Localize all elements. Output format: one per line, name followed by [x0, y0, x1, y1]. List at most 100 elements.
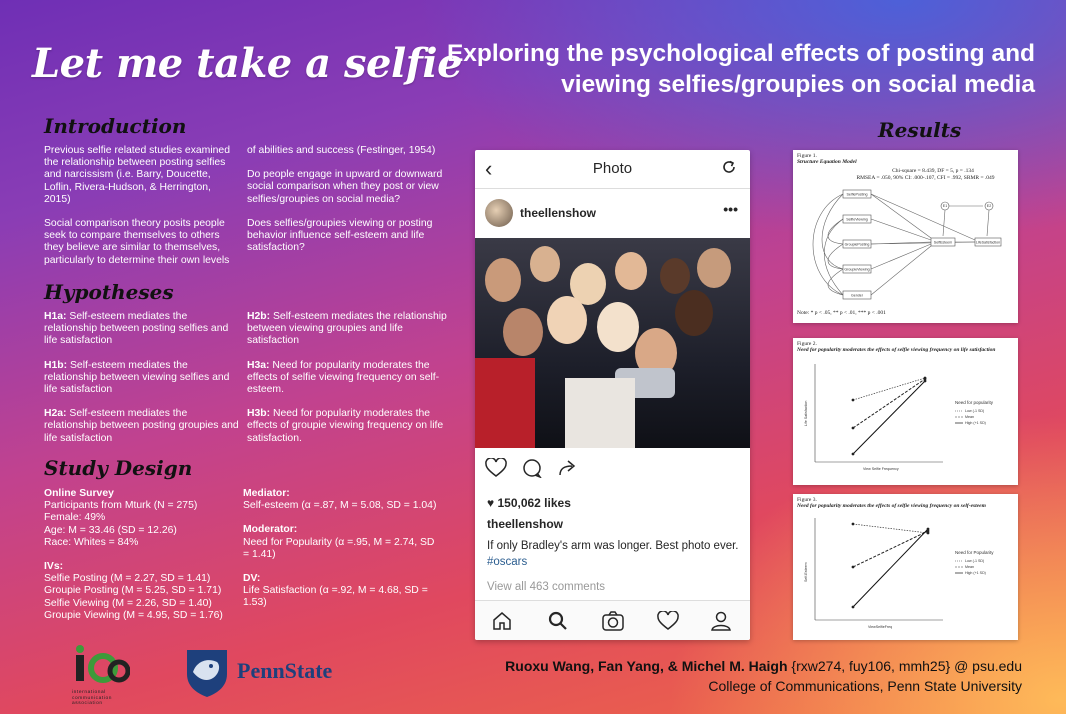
- back-arrow-icon[interactable]: ‹: [485, 156, 493, 181]
- sem-node-label: E1: [943, 204, 947, 208]
- legend-item: Mean: [965, 565, 974, 569]
- instagram-tab-bar: [475, 600, 750, 640]
- intro-paragraph: of abilities and success (Festinger, 195…: [247, 145, 436, 156]
- activity-heart-icon[interactable]: [657, 611, 679, 631]
- hypothesis-item: H3b: Need for popularity moderates the e…: [247, 408, 444, 444]
- authors-names: Ruoxu Wang, Fan Yang, & Michel M. Haigh: [505, 658, 788, 674]
- results-heading: Results: [878, 118, 962, 142]
- hashtag-link[interactable]: #oscars: [487, 556, 528, 568]
- legend-title: Need for Popularity: [955, 550, 994, 555]
- sem-node-label: GroupieViewing: [844, 268, 869, 272]
- comment-icon[interactable]: [521, 458, 543, 478]
- hypothesis-item: H1a: Self-esteem mediates the relationsh…: [44, 311, 229, 347]
- ica-logo-text: international communication association: [72, 690, 113, 706]
- ivs-title: IVs:: [44, 561, 64, 573]
- figure-label: Figure 3.: [797, 497, 817, 503]
- poster-title: Let me take a selfie: [32, 40, 463, 87]
- home-icon[interactable]: [492, 611, 512, 631]
- figure-3: Figure 3. Need for popularity moderates …: [793, 494, 1018, 640]
- avatar[interactable]: [485, 199, 513, 227]
- legend-item: Mean: [965, 415, 974, 419]
- sem-node-label: SelfieViewing: [846, 218, 868, 222]
- camera-icon[interactable]: [602, 611, 624, 631]
- sem-diagram: SelfiePosting SelfieViewing GroupiePosti…: [812, 189, 1002, 300]
- fit-statistic: RMSEA = .050, 90% CI: .000-.107, CFI = .…: [856, 175, 995, 181]
- hypotheses-left-column: H1a: Self-esteem mediates the relationsh…: [44, 311, 240, 457]
- post-actions: [475, 452, 750, 484]
- header-title: Photo: [592, 160, 633, 177]
- refresh-icon[interactable]: [720, 158, 738, 176]
- pennstate-logo: PennState: [185, 648, 365, 698]
- hypotheses-heading: Hypotheses: [44, 280, 174, 304]
- iv-item: Selfie Viewing (M = 2.26, SD = 1.40): [44, 597, 212, 609]
- mediator-title: Mediator:: [243, 488, 290, 499]
- hypothesis-item: H1b: Self-esteem mediates the relationsh…: [44, 359, 230, 396]
- legend-item: Low (-1 SD): [965, 409, 984, 413]
- nittany-lion-shield-icon: [187, 650, 227, 697]
- figure-1: Figure 1. Structure Equation Model Chi-s…: [793, 150, 1018, 323]
- introduction-left-column: Previous selfie related studies examined…: [44, 145, 234, 279]
- hypotheses-right-column: H2b: Self-esteem mediates the relationsh…: [247, 311, 447, 457]
- author-line: Ruoxu Wang, Fan Yang, & Michel M. Haigh …: [420, 658, 1022, 674]
- intro-paragraph: Previous selfie related studies examined…: [44, 145, 230, 205]
- poster-subtitle: Exploring the psychological effects of p…: [446, 40, 1035, 98]
- instagram-header: ‹ Photo: [475, 150, 750, 189]
- study-design-right-column: Mediator: Self-esteem (α =.87, M = 5.08,…: [243, 488, 443, 610]
- intro-paragraph: Does selfies/groupies viewing or posting…: [247, 217, 433, 254]
- heart-icon[interactable]: [485, 458, 507, 478]
- legend-item: High (+1 SD): [965, 571, 986, 575]
- x-axis-label: ViewSelfieFreq: [868, 625, 892, 629]
- figure-title: Structure Equation Model: [797, 159, 857, 165]
- hypothesis-item: H2a: Self-esteem mediates the relationsh…: [44, 408, 239, 444]
- fit-statistic: Chi-square = 8.439, DF = 5, p = .134: [892, 168, 974, 174]
- search-icon[interactable]: [548, 611, 568, 631]
- view-comments-link[interactable]: View all 463 comments: [487, 581, 606, 593]
- figure-title: Need for popularity moderates the effect…: [797, 503, 986, 509]
- selfie-photo: [475, 238, 750, 448]
- moderator-title: Moderator:: [243, 524, 298, 536]
- introduction-right-column: of abilities and success (Festinger, 195…: [247, 145, 447, 266]
- author-emails: {rxw274, fuy106, mmh25} @ psu.edu: [787, 658, 1022, 674]
- hypothesis-item: H3a: Need for popularity moderates the e…: [247, 359, 440, 396]
- introduction-heading: Introduction: [44, 114, 187, 138]
- race-text: Race: Whites = 84%: [44, 536, 139, 548]
- figure-title: Need for popularity moderates the effect…: [797, 347, 996, 353]
- interaction-plot: View Selfie Frequency Life Satisfaction …: [804, 364, 994, 471]
- study-design-heading: Study Design: [44, 456, 193, 480]
- iv-item: Selfie Posting (M = 2.27, SD = 1.41): [44, 573, 211, 585]
- post-caption: If only Bradley's arm was longer. Best p…: [487, 540, 739, 568]
- caption-username[interactable]: theellenshow: [487, 517, 564, 531]
- ica-logo: international communication association: [72, 645, 131, 706]
- share-icon[interactable]: [557, 458, 579, 478]
- x-axis-label: View Selfie Frequency: [863, 467, 899, 471]
- moderator-text: Need for Popularity (α =.95, M = 2.74, S…: [243, 536, 435, 560]
- pennstate-wordmark: PennState: [237, 658, 333, 683]
- more-options-icon[interactable]: •••: [723, 201, 738, 217]
- y-axis-label: Self-Esteem: [804, 562, 808, 582]
- participants-text: Participants from Mturk (N = 275): [44, 500, 198, 512]
- dv-text: Life Satisfaction (α =.92, M = 4.68, SD …: [243, 585, 428, 609]
- likes-count: ♥ 150,062 likes: [487, 496, 571, 510]
- legend-item: High (+1 SD): [965, 421, 986, 425]
- post-user-row: theellenshow •••: [475, 189, 750, 239]
- post-username[interactable]: theellenshow: [520, 206, 597, 220]
- sem-node-label: SelfEsteem: [934, 241, 952, 245]
- interaction-plot: ViewSelfieFreq Self-Esteem Need for Popu…: [804, 518, 994, 629]
- hypothesis-item: H2b: Self-esteem mediates the relationsh…: [247, 311, 447, 347]
- iv-item: Groupie Posting (M = 5.25, SD = 1.71): [44, 585, 222, 597]
- sem-node-label: Gender: [851, 294, 864, 298]
- sem-node-label: E2: [987, 204, 991, 208]
- figure-label: Figure 1.: [797, 153, 817, 159]
- legend-title: Need for popularity: [955, 400, 994, 405]
- affiliation-line: College of Communications, Penn State Un…: [708, 678, 1022, 694]
- figure-2: Figure 2. Need for popularity moderates …: [793, 338, 1018, 485]
- figure-note: Note: * p < .05, ** p < .01, *** p < .00…: [797, 310, 886, 316]
- survey-title: Online Survey: [44, 488, 114, 499]
- y-axis-label: Life Satisfaction: [804, 401, 808, 426]
- age-text: Age: M = 33.46 (SD = 12.26): [44, 524, 177, 536]
- female-text: Female: 49%: [44, 512, 106, 524]
- mediator-text: Self-esteem (α =.87, M = 5.08, SD = 1.04…: [243, 500, 437, 512]
- instagram-post: ‹ Photo theellenshow •••: [475, 150, 750, 640]
- profile-icon[interactable]: [711, 611, 731, 631]
